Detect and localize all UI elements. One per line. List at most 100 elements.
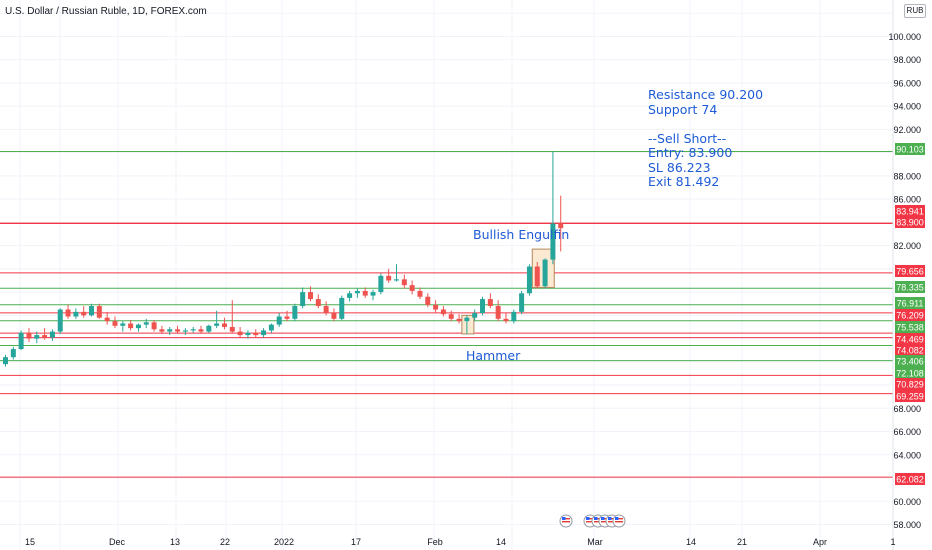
time-tick-label: 15 [25, 537, 35, 547]
price-level-tag-text: 62.082 [896, 475, 924, 485]
price-level-tag-text: 76.209 [896, 311, 924, 321]
price-level-tag-text: 69.259 [896, 392, 924, 402]
price-level-tag [895, 309, 925, 321]
flag-canton [562, 517, 566, 520]
candle-body [331, 313, 337, 319]
price-level-tag [895, 216, 925, 228]
trade-note-line: Resistance 90.200 [648, 87, 764, 102]
trade-note-line: --Sell Short-- [648, 130, 727, 146]
time-tick-label: Dec [109, 537, 126, 547]
flag-stripe [594, 521, 602, 523]
candle-body [221, 323, 227, 327]
candle-body [409, 285, 415, 291]
us-flag-icon [559, 514, 573, 528]
candle-body [480, 299, 486, 314]
price-level-tag [895, 321, 925, 333]
candle-body [456, 318, 462, 322]
currency-badge[interactable]: RUB [904, 4, 926, 18]
candle-body [542, 259, 548, 287]
time-tick-label: Feb [427, 537, 443, 547]
price-level-tag [895, 333, 925, 345]
time-tick-label: 21 [737, 537, 747, 547]
price-tick-label: 86.000 [893, 195, 921, 205]
candle-body [370, 292, 376, 296]
price-tick-label: 100.000 [888, 32, 921, 42]
candle-body [261, 330, 267, 336]
price-level-tag [895, 390, 925, 402]
price-axis: 58.000 60.000 64.000 66.000 68.000 82.000 86.0… [888, 32, 921, 530]
us-flag-icon [612, 514, 626, 528]
price-tick-label: 94.000 [893, 102, 921, 112]
candle-body [300, 292, 306, 307]
price-level-tag [895, 473, 925, 485]
trade-note-line: Exit 81.492 [648, 174, 720, 189]
candle-body [96, 306, 102, 318]
flag-stripe [601, 521, 609, 523]
price-tick-label: 60.000 [893, 497, 921, 507]
candle-body [440, 309, 446, 315]
candle-body [511, 311, 517, 322]
time-tick-label: 1 [890, 537, 895, 547]
candle-body [307, 292, 313, 300]
candle-body [42, 335, 48, 338]
flag-canton [608, 517, 612, 520]
price-level-tag-text: 72.108 [896, 369, 924, 379]
candle-body [323, 306, 329, 314]
candle-body [433, 304, 439, 310]
candlesticks [3, 151, 564, 367]
candle-body [112, 321, 118, 326]
candle-body [487, 299, 493, 307]
price-level-tag-text: 90.103 [896, 145, 924, 155]
flag-canton [615, 517, 619, 520]
price-level-tag-text: 74.082 [896, 346, 924, 356]
flag-stripe [562, 521, 570, 523]
price-level-tag-text: 73.406 [896, 357, 924, 367]
price-level-tag-text: 83.900 [896, 218, 924, 228]
price-tick-label: 82.000 [893, 241, 921, 251]
candle-body [425, 296, 431, 305]
candle-body [143, 322, 149, 325]
flag-stripe [615, 518, 623, 520]
candle-body [347, 293, 353, 298]
time-tick-label: 17 [351, 537, 361, 547]
candle-body [73, 311, 79, 317]
candle-body [245, 332, 251, 336]
candle-body [472, 313, 478, 318]
price-level-tag-text: 76.911 [897, 299, 924, 309]
candle-body [315, 299, 321, 307]
price-level-tag [895, 378, 925, 390]
candle-body [3, 357, 8, 365]
candle-body [362, 290, 368, 296]
candle-body [253, 332, 259, 336]
price-level-tag [895, 297, 925, 309]
price-level-tag-text: 83.941 [896, 207, 924, 217]
candle-body [292, 306, 298, 319]
candle-body [229, 326, 235, 332]
candle-body [206, 325, 212, 332]
price-level-tag-text: 78.335 [896, 283, 924, 293]
candle-body [339, 297, 345, 319]
horizontal-levels [0, 150, 893, 478]
flag-stripe [615, 521, 623, 523]
candle-body [534, 266, 540, 287]
trade-note-line: Support 74 [648, 101, 718, 117]
candle-body [214, 323, 220, 326]
candle-body [120, 323, 126, 326]
price-level-tag [895, 367, 925, 379]
candle-body [18, 332, 24, 350]
hammer-label: Hammer [466, 348, 521, 363]
chart-title: U.S. Dollar / Russian Ruble, 1D, FOREX.c… [5, 6, 207, 17]
time-axis: 15 Dec 13 22 2022 17 Feb 14 Mar 14 21 Apr 1 [25, 537, 896, 547]
candle-body [57, 309, 63, 332]
flag-stripe [586, 518, 594, 520]
trade-note-line: Entry: 83.900 [648, 145, 733, 160]
candle-body [448, 314, 454, 319]
flag-stripe [608, 518, 616, 520]
trade-note: Resistance 90.200 Support 74 --Sell Short-… [648, 87, 764, 190]
trade-note-line [648, 117, 763, 132]
flag-canton [601, 517, 605, 520]
candle-body [558, 223, 564, 229]
flag-stripe [608, 521, 616, 523]
flag-stripe [562, 518, 570, 520]
candle-body [276, 316, 282, 325]
